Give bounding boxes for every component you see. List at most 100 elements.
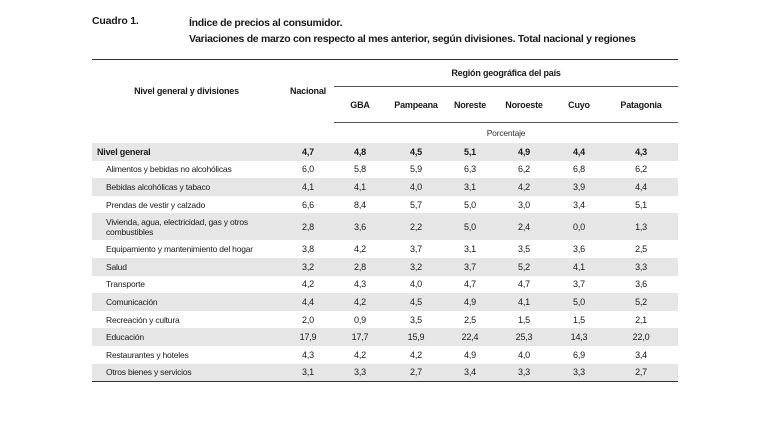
row-label: Recreación y cultura — [106, 314, 180, 325]
value-nacional: 3,2 — [282, 257, 334, 276]
value-region: 0,9 — [354, 314, 366, 325]
value-region: 3,7 — [446, 257, 494, 276]
table-row: Nivel general 4,7 4,8 4,5 5,1 4,9 4,4 4,3 — [92, 143, 679, 161]
value-region: 3,3 — [334, 363, 386, 383]
value-region: 4,2 — [334, 293, 386, 311]
value-region: 6,8 — [573, 164, 585, 175]
header-region-patagonia: Patagonia — [620, 99, 662, 110]
row-label: Vivienda, agua, electricidad, gas y otro… — [92, 213, 282, 241]
value-region: 5,0 — [554, 293, 604, 311]
value-region: 6,2 — [635, 164, 647, 175]
header-region-cuyo: Cuyo — [568, 99, 590, 110]
value-region: 5,1 — [446, 143, 494, 161]
table-row: Vivienda, agua, electricidad, gas y otro… — [92, 213, 679, 241]
table-row: Equipamiento y mantenimiento del hogar 3,… — [92, 240, 678, 258]
value-region: 4,4 — [554, 143, 604, 161]
value-region: 4,2 — [354, 349, 366, 360]
value-region: 2,4 — [494, 213, 554, 241]
value-region: 5,0 — [464, 199, 476, 210]
value-region: 17,7 — [334, 328, 386, 346]
value-region: 4,8 — [334, 143, 386, 161]
header-region-gba: GBA — [350, 99, 370, 110]
value-region: 3,6 — [635, 279, 647, 290]
value-region: 4,9 — [464, 349, 476, 360]
table-title: Índice de precios al consumidor. Variaci… — [189, 15, 636, 47]
value-region: 4,1 — [334, 178, 386, 196]
row-label: Bebidas alcohólicas y tabaco — [92, 178, 282, 196]
value-region: 3,9 — [554, 178, 604, 196]
row-label: Comunicación — [92, 293, 282, 311]
table-row: Transporte 4,2 4,3 4,0 4,7 4,7 3,7 3,6 — [92, 276, 678, 294]
value-region: 5,9 — [410, 164, 422, 175]
row-label: Equipamiento y mantenimiento del hogar — [106, 244, 253, 255]
value-nacional: 4,3 — [302, 349, 314, 360]
table-row: Salud 3,2 2,8 3,2 3,7 5,2 4,1 3,3 — [92, 257, 679, 276]
value-region: 0,0 — [554, 213, 604, 241]
value-region: 5,1 — [635, 199, 647, 210]
value-region: 4,0 — [410, 279, 422, 290]
value-region: 5,2 — [604, 293, 679, 311]
value-nacional: 3,8 — [302, 244, 314, 255]
value-region: 15,9 — [386, 328, 446, 346]
value-nacional: 4,7 — [282, 143, 334, 161]
value-region: 6,3 — [464, 164, 476, 175]
header-region: Región geográfica del país — [334, 59, 679, 87]
value-region: 4,1 — [494, 293, 554, 311]
value-nacional: 4,2 — [302, 279, 314, 290]
value-region: 3,6 — [334, 213, 386, 241]
table-number: Cuadro 1. — [92, 15, 139, 27]
row-label: Alimentos y bebidas no alcohólicas — [106, 164, 232, 175]
value-region: 3,1 — [464, 244, 476, 255]
value-nacional: 17,9 — [282, 328, 334, 346]
value-region: 3,4 — [635, 349, 647, 360]
value-region: 22,4 — [446, 328, 494, 346]
value-region: 3,5 — [518, 244, 530, 255]
value-region: 6,9 — [573, 349, 585, 360]
value-region: 25,3 — [494, 328, 554, 346]
title-line-1: Índice de precios al consumidor. — [189, 17, 343, 29]
value-region: 3,3 — [554, 363, 604, 383]
value-region: 4,5 — [386, 293, 446, 311]
value-region: 4,2 — [494, 178, 554, 196]
value-nacional: 2,8 — [282, 213, 334, 241]
header-nacional: Nacional — [282, 59, 334, 123]
row-label: Transporte — [106, 279, 145, 290]
value-region: 2,7 — [386, 363, 446, 383]
value-region: 4,1 — [554, 257, 604, 276]
value-region: 14,3 — [554, 328, 604, 346]
value-region: 3,7 — [410, 244, 422, 255]
value-region: 22,0 — [604, 328, 679, 346]
value-region: 3,1 — [446, 178, 494, 196]
value-region: 1,5 — [573, 314, 585, 325]
value-region: 4,9 — [494, 143, 554, 161]
value-region: 4,7 — [464, 279, 476, 290]
value-region: 8,4 — [354, 199, 366, 210]
value-region: 4,4 — [604, 178, 679, 196]
table-row: Comunicación 4,4 4,2 4,5 4,9 4,1 5,0 5,2 — [92, 293, 679, 311]
value-region: 3,0 — [518, 199, 530, 210]
value-region: 2,1 — [635, 314, 647, 325]
table-row: Prendas de vestir y calzado 6,6 8,4 5,7 5,0 3… — [92, 196, 678, 214]
value-nacional: 6,6 — [302, 199, 314, 210]
row-label: Prendas de vestir y calzado — [106, 199, 206, 210]
header-region-noreste: Noreste — [453, 99, 487, 110]
unit-label: Porcentaje — [334, 122, 679, 143]
table-row: Educación 17,9 17,7 15,9 22,4 25,3 14,3 22,0 — [92, 328, 679, 346]
row-label: Restaurantes y hoteles — [106, 349, 189, 360]
value-region: 1,5 — [518, 314, 530, 325]
value-region: 5,7 — [410, 199, 422, 210]
value-region: 2,7 — [604, 363, 679, 383]
value-region: 3,5 — [410, 314, 422, 325]
value-region: 5,0 — [446, 213, 494, 241]
table-row: Otros bienes y servicios 3,1 3,3 2,7 3,4 3,3 3… — [92, 363, 679, 383]
value-region: 5,8 — [354, 164, 366, 175]
value-region: 4,2 — [410, 349, 422, 360]
header-divisions: Nivel general y divisiones — [92, 59, 282, 123]
header-region-pampeana: Pampeana — [394, 99, 438, 110]
value-region: 4,7 — [518, 279, 530, 290]
value-region: 4,0 — [518, 349, 530, 360]
row-label: Salud — [92, 257, 282, 276]
value-region: 3,4 — [573, 199, 585, 210]
header-region-noroeste: Noroeste — [505, 99, 543, 110]
value-region: 3,4 — [446, 363, 494, 383]
